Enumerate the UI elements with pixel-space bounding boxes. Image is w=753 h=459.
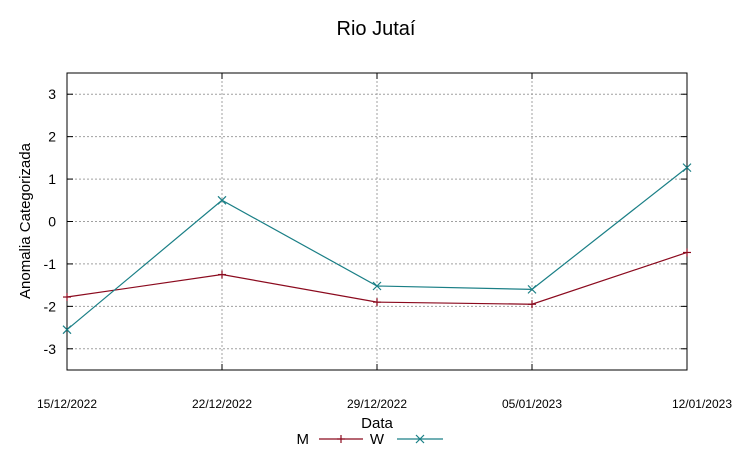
series-layer — [62, 163, 692, 335]
data-point-m — [218, 270, 226, 279]
data-point-w — [372, 281, 382, 291]
legend-label-w: W — [370, 431, 385, 448]
data-point-w — [62, 325, 72, 335]
x-tick-label: 29/12/2022 — [347, 397, 407, 411]
x-tick-label: 15/12/2022 — [37, 397, 97, 411]
legend-marker-w — [415, 434, 425, 444]
y-tick-label: 3 — [48, 86, 56, 102]
series-w — [62, 163, 692, 335]
y-tick-label: -1 — [44, 256, 57, 272]
x-axis: 15/12/2022 22/12/2022 29/12/2022 05/01/2023… — [37, 73, 732, 411]
y-tick-label: 1 — [48, 171, 56, 187]
y-axis: -3 -2 -1 0 1 2 3 — [44, 86, 687, 357]
x-tick-label: 12/01/2023 — [672, 397, 732, 411]
y-tick-label: 0 — [48, 214, 56, 230]
data-point-w — [682, 163, 692, 173]
chart-title: Rio Jutaí — [337, 18, 416, 40]
x-axis-label: Data — [361, 415, 393, 432]
data-point-m — [373, 298, 381, 307]
y-tick-label: -3 — [44, 341, 57, 357]
y-tick-label: -2 — [44, 298, 57, 314]
x-tick-label: 22/12/2022 — [192, 397, 252, 411]
legend-label-m: M — [297, 431, 310, 448]
legend-marker-m — [337, 435, 345, 443]
data-point-m — [528, 300, 536, 309]
series-m — [63, 248, 691, 309]
x-tick-label: 05/01/2023 — [502, 397, 562, 411]
data-point-w — [217, 195, 227, 205]
y-tick-label: 2 — [48, 129, 56, 145]
y-axis-label: Anomalia Categorizada — [17, 142, 34, 299]
data-point-m — [63, 293, 71, 302]
plot-frame — [66, 72, 688, 371]
grid-lines — [66, 73, 688, 370]
data-point-m — [683, 248, 691, 257]
data-point-w — [527, 284, 537, 294]
